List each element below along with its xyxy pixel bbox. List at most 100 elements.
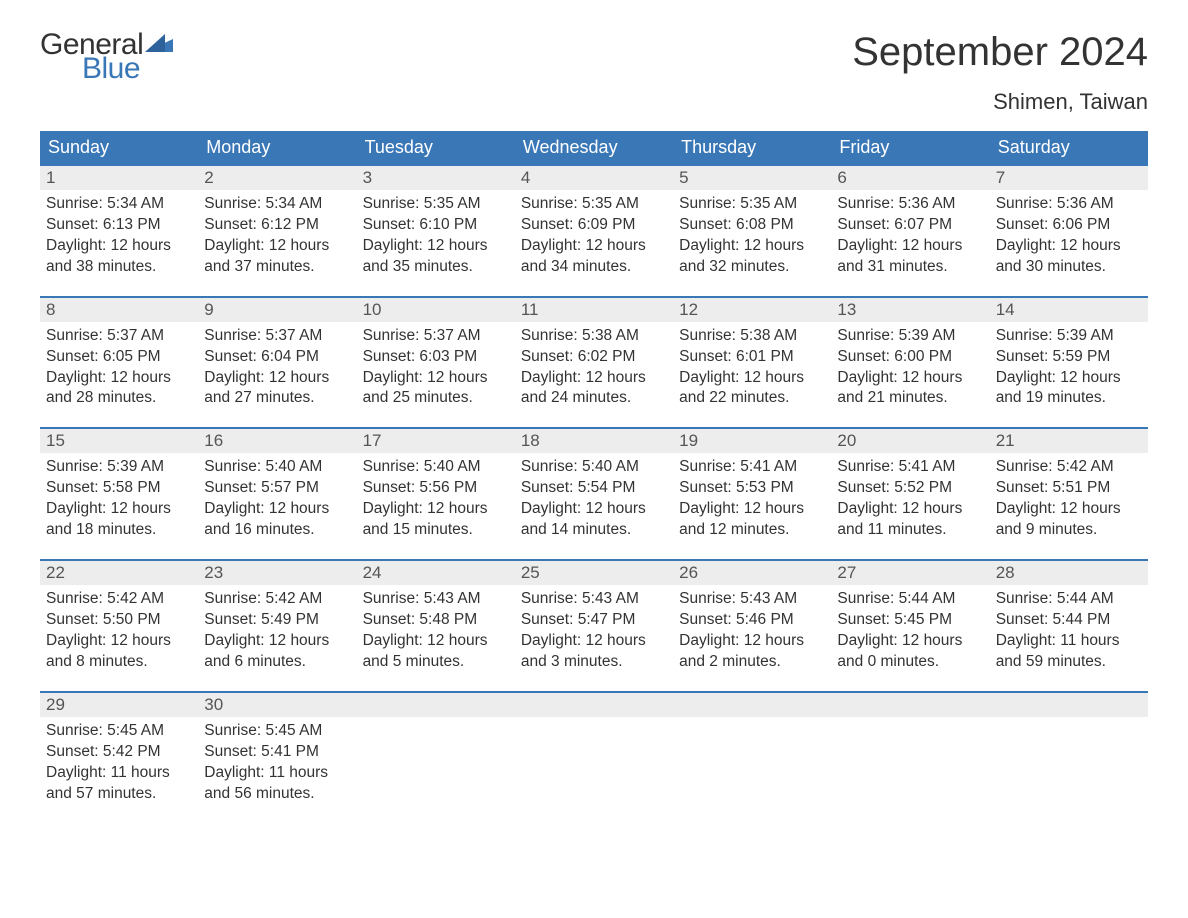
sunset-text: Sunset: 6:07 PM [837,215,983,236]
daylight-text-line2: and 6 minutes. [204,652,350,673]
day-number: 11 [515,298,673,322]
sunrise-text: Sunrise: 5:41 AM [679,457,825,478]
calendar-cell: 20Sunrise: 5:41 AMSunset: 5:52 PMDayligh… [831,429,989,541]
day-number: 21 [990,429,1148,453]
flag-icon [145,34,173,56]
sunrise-text: Sunrise: 5:42 AM [46,589,192,610]
sunset-text: Sunset: 5:44 PM [996,610,1142,631]
daylight-text-line1: Daylight: 12 hours [363,631,509,652]
daylight-text-line1: Daylight: 12 hours [363,236,509,257]
sunrise-text: Sunrise: 5:43 AM [363,589,509,610]
day-body: Sunrise: 5:42 AMSunset: 5:50 PMDaylight:… [40,585,198,673]
day-body: Sunrise: 5:42 AMSunset: 5:49 PMDaylight:… [198,585,356,673]
day-body: Sunrise: 5:43 AMSunset: 5:48 PMDaylight:… [357,585,515,673]
day-number: 4 [515,166,673,190]
day-body: Sunrise: 5:34 AMSunset: 6:13 PMDaylight:… [40,190,198,278]
calendar-week: 29Sunrise: 5:45 AMSunset: 5:42 PMDayligh… [40,691,1148,805]
sunset-text: Sunset: 5:53 PM [679,478,825,499]
daylight-text-line1: Daylight: 12 hours [679,368,825,389]
weekday-label: Tuesday [357,131,515,164]
day-number: 24 [357,561,515,585]
calendar-cell: 23Sunrise: 5:42 AMSunset: 5:49 PMDayligh… [198,561,356,673]
day-number: 10 [357,298,515,322]
daylight-text-line1: Daylight: 12 hours [204,631,350,652]
daylight-text-line1: Daylight: 12 hours [996,368,1142,389]
daylight-text-line2: and 38 minutes. [46,257,192,278]
daylight-text-line2: and 5 minutes. [363,652,509,673]
day-number: 20 [831,429,989,453]
day-body: Sunrise: 5:38 AMSunset: 6:01 PMDaylight:… [673,322,831,410]
day-body: Sunrise: 5:41 AMSunset: 5:53 PMDaylight:… [673,453,831,541]
sunrise-text: Sunrise: 5:41 AM [837,457,983,478]
sunset-text: Sunset: 6:13 PM [46,215,192,236]
calendar-cell: 17Sunrise: 5:40 AMSunset: 5:56 PMDayligh… [357,429,515,541]
sunrise-text: Sunrise: 5:45 AM [204,721,350,742]
daylight-text-line2: and 27 minutes. [204,388,350,409]
sunrise-text: Sunrise: 5:42 AM [996,457,1142,478]
calendar-week: 8Sunrise: 5:37 AMSunset: 6:05 PMDaylight… [40,296,1148,410]
calendar-cell: 4Sunrise: 5:35 AMSunset: 6:09 PMDaylight… [515,166,673,278]
daylight-text-line1: Daylight: 12 hours [46,631,192,652]
daylight-text-line1: Daylight: 11 hours [996,631,1142,652]
sunset-text: Sunset: 5:49 PM [204,610,350,631]
sunset-text: Sunset: 6:04 PM [204,347,350,368]
day-number: 1 [40,166,198,190]
calendar-cell: 25Sunrise: 5:43 AMSunset: 5:47 PMDayligh… [515,561,673,673]
daylight-text-line1: Daylight: 12 hours [521,499,667,520]
day-body: Sunrise: 5:45 AMSunset: 5:42 PMDaylight:… [40,717,198,805]
location-label: Shimen, Taiwan [852,89,1148,115]
daylight-text-line1: Daylight: 12 hours [837,368,983,389]
sunrise-text: Sunrise: 5:35 AM [363,194,509,215]
day-number: 14 [990,298,1148,322]
sunrise-text: Sunrise: 5:45 AM [46,721,192,742]
calendar-cell: 2Sunrise: 5:34 AMSunset: 6:12 PMDaylight… [198,166,356,278]
day-body: Sunrise: 5:37 AMSunset: 6:04 PMDaylight:… [198,322,356,410]
calendar-cell: 24Sunrise: 5:43 AMSunset: 5:48 PMDayligh… [357,561,515,673]
sunrise-text: Sunrise: 5:37 AM [204,326,350,347]
daylight-text-line2: and 24 minutes. [521,388,667,409]
daylight-text-line2: and 30 minutes. [996,257,1142,278]
day-number: 16 [198,429,356,453]
weekday-label: Friday [831,131,989,164]
calendar-cell [831,693,989,805]
day-body: Sunrise: 5:35 AMSunset: 6:10 PMDaylight:… [357,190,515,278]
sunrise-text: Sunrise: 5:42 AM [204,589,350,610]
day-body: Sunrise: 5:34 AMSunset: 6:12 PMDaylight:… [198,190,356,278]
sunset-text: Sunset: 5:42 PM [46,742,192,763]
day-number [515,693,673,717]
daylight-text-line2: and 21 minutes. [837,388,983,409]
sunrise-text: Sunrise: 5:36 AM [837,194,983,215]
daylight-text-line1: Daylight: 12 hours [46,236,192,257]
calendar-cell: 26Sunrise: 5:43 AMSunset: 5:46 PMDayligh… [673,561,831,673]
day-number: 15 [40,429,198,453]
calendar-cell: 16Sunrise: 5:40 AMSunset: 5:57 PMDayligh… [198,429,356,541]
day-body: Sunrise: 5:35 AMSunset: 6:09 PMDaylight:… [515,190,673,278]
day-number: 13 [831,298,989,322]
daylight-text-line2: and 25 minutes. [363,388,509,409]
daylight-text-line2: and 15 minutes. [363,520,509,541]
day-body: Sunrise: 5:45 AMSunset: 5:41 PMDaylight:… [198,717,356,805]
weekday-label: Wednesday [515,131,673,164]
calendar-cell: 22Sunrise: 5:42 AMSunset: 5:50 PMDayligh… [40,561,198,673]
daylight-text-line1: Daylight: 12 hours [521,631,667,652]
day-number: 23 [198,561,356,585]
weekday-label: Thursday [673,131,831,164]
day-body: Sunrise: 5:36 AMSunset: 6:07 PMDaylight:… [831,190,989,278]
sunrise-text: Sunrise: 5:37 AM [46,326,192,347]
sunset-text: Sunset: 5:41 PM [204,742,350,763]
sunrise-text: Sunrise: 5:34 AM [46,194,192,215]
daylight-text-line2: and 8 minutes. [46,652,192,673]
day-number: 29 [40,693,198,717]
day-body: Sunrise: 5:43 AMSunset: 5:46 PMDaylight:… [673,585,831,673]
sunset-text: Sunset: 5:45 PM [837,610,983,631]
daylight-text-line2: and 3 minutes. [521,652,667,673]
day-number: 27 [831,561,989,585]
daylight-text-line1: Daylight: 12 hours [363,368,509,389]
day-number: 28 [990,561,1148,585]
calendar-cell: 14Sunrise: 5:39 AMSunset: 5:59 PMDayligh… [990,298,1148,410]
daylight-text-line2: and 37 minutes. [204,257,350,278]
calendar-cell: 15Sunrise: 5:39 AMSunset: 5:58 PMDayligh… [40,429,198,541]
sunset-text: Sunset: 6:06 PM [996,215,1142,236]
sunset-text: Sunset: 5:47 PM [521,610,667,631]
daylight-text-line2: and 9 minutes. [996,520,1142,541]
